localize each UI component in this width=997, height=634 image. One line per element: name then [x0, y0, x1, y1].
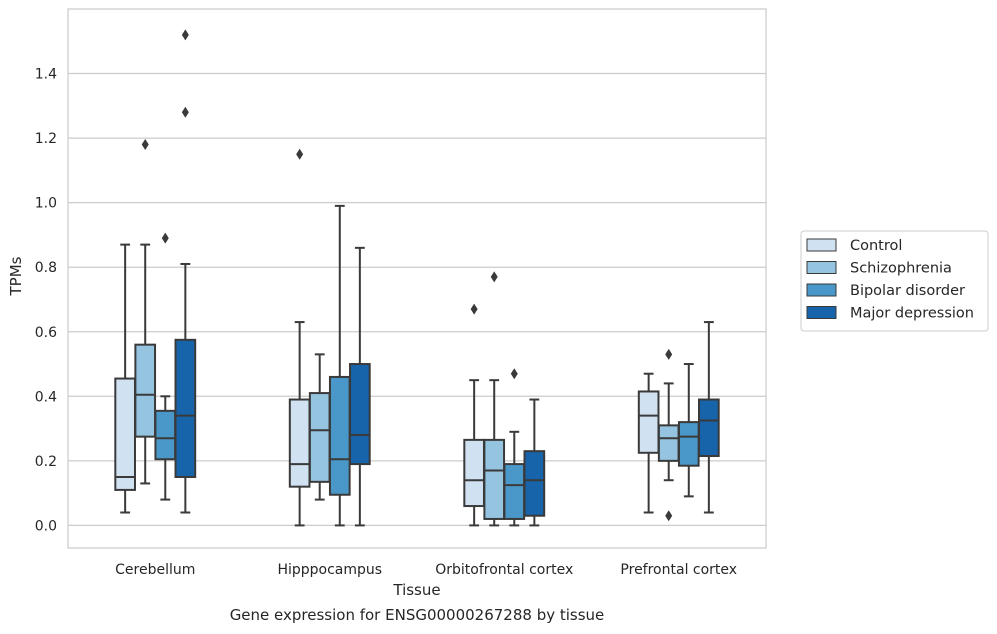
x-tick-label: Cerebellum: [115, 562, 195, 578]
legend-label: Control: [850, 238, 902, 254]
box-body: [483, 438, 506, 520]
box-2-1: [483, 271, 506, 527]
box-body: [657, 424, 680, 462]
box-2-2: [503, 368, 526, 527]
flier-point: [665, 348, 673, 360]
legend-swatch: [806, 238, 837, 252]
box-body: [503, 463, 526, 520]
legend-frame: [800, 230, 989, 332]
legend-swatch: [806, 283, 837, 297]
box-series: [114, 29, 720, 527]
y-tick-label: 0.6: [35, 325, 57, 341]
y-axis-ticks: 0.0 0.2 0.4 0.6 0.8 1.0 1.2 1.4: [35, 67, 57, 535]
box-body: [523, 450, 546, 517]
box-3-2: [677, 363, 700, 498]
flier-point: [490, 271, 498, 283]
box-body: [308, 392, 331, 483]
box-2-0: [463, 303, 485, 527]
flier-point: [141, 139, 149, 151]
box-body: [637, 390, 660, 454]
y-tick-label: 1.0: [35, 196, 57, 212]
box-body: [328, 375, 351, 496]
box-body: [349, 363, 371, 466]
flier-point: [296, 148, 304, 160]
y-axis-label: TPMs: [7, 256, 25, 296]
y-tick-label: 0.8: [35, 260, 57, 276]
box-body: [698, 398, 720, 458]
y-tick-label: 0.4: [35, 389, 57, 405]
box-3-0: [637, 372, 660, 514]
box-body: [174, 338, 197, 478]
flier-point: [470, 303, 478, 315]
box-0-3: [174, 29, 197, 514]
box-0-1: [134, 139, 157, 485]
box-2-3: [523, 398, 546, 527]
y-tick-label: 0.0: [35, 518, 57, 534]
box-body: [134, 343, 157, 438]
x-tick-label: Prefrontal cortex: [620, 562, 737, 578]
box-1-0: [288, 148, 311, 527]
box-body: [677, 421, 700, 467]
legend-swatch: [806, 261, 837, 274]
box-0-2: [154, 232, 177, 501]
plot-area: [67, 8, 767, 549]
box-3-3: [698, 321, 720, 514]
x-axis-ticks: Cerebellum Hipppocampus Orbitofrontal cort…: [115, 562, 737, 578]
legend-label: Major depression: [850, 306, 974, 322]
box-1-3: [349, 246, 371, 527]
box-body: [114, 377, 136, 491]
flier-point: [181, 106, 189, 118]
chart-caption: Gene expression for ENSG00000267288 by t…: [229, 606, 605, 624]
x-axis-label: Tissue: [392, 581, 440, 599]
y-tick-label: 1.4: [35, 67, 57, 83]
flier-point: [181, 29, 189, 41]
legend-label: Schizophrenia: [850, 261, 952, 277]
box-1-1: [308, 353, 331, 501]
x-tick-label: Orbitofrontal cortex: [435, 562, 573, 578]
box-body: [463, 438, 485, 508]
y-tick-label: 0.2: [35, 454, 57, 470]
legend-label: Bipolar disorder: [850, 283, 965, 299]
flier-point: [665, 510, 673, 522]
box-3-1: [657, 348, 680, 522]
x-tick-label: Hipppocampus: [277, 562, 382, 578]
legend: Control Schizophrenia Bipolar disorder Majo…: [800, 230, 989, 332]
legend-swatch: [806, 306, 837, 319]
flier-point: [510, 368, 518, 380]
box-body: [288, 398, 311, 488]
box-body: [154, 409, 177, 461]
box-1-2: [328, 204, 351, 527]
box-0-0: [114, 243, 136, 514]
y-tick-label: 1.2: [35, 131, 57, 147]
flier-point: [161, 232, 169, 244]
